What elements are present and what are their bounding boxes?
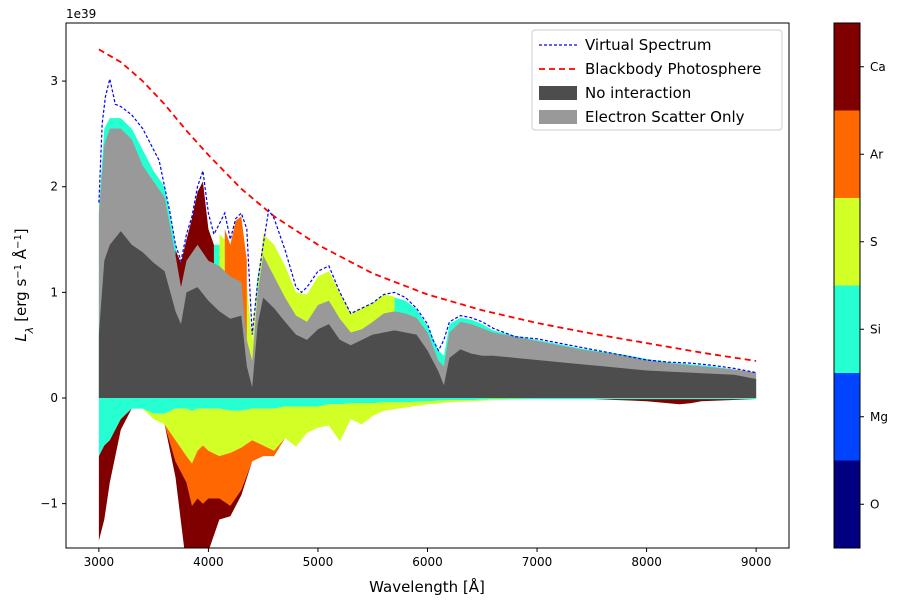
y-multiplier: 1e39 (66, 7, 96, 21)
x-tick-label-5000: 5000 (303, 555, 334, 569)
legend-swatch-2 (539, 86, 577, 100)
legend: Virtual Spectrum Blackbody Photosphere No … (531, 29, 783, 131)
y-axis-label-subscript: λ (23, 327, 36, 335)
colorbar-segment-ar (834, 110, 860, 198)
colorbar-label-s: S (870, 235, 878, 249)
blackbody-line (98, 48, 757, 362)
colorbar-frame (833, 22, 861, 549)
colorbar-label-ca: Ca (870, 60, 886, 74)
legend-label-0: Virtual Spectrum (585, 36, 711, 54)
legend-swatch-3 (539, 110, 577, 124)
spectrum-fills (98, 118, 757, 548)
legend-box (531, 29, 783, 131)
colorbar: O Mg Si S Ar Ca (833, 22, 888, 549)
colorbar-segment-o (834, 460, 860, 548)
legend-label-3: Electron Scatter Only (585, 108, 745, 126)
negative-area-s (98, 399, 757, 464)
area-no-interaction (98, 231, 757, 398)
y-tick-label-0: 0 (50, 391, 58, 405)
y-axis-label-exp1: −1 (13, 264, 24, 279)
y-axis-label-symbol: L (12, 333, 30, 341)
x-axis-label: Wavelength [Å] (369, 577, 485, 596)
colorbar-label-ar: Ar (870, 147, 883, 161)
y-axis-label: Lλ[erg s−1 Å−1] (11, 228, 36, 341)
negative-area-si (98, 398, 757, 457)
colorbar-label-mg: Mg (870, 410, 888, 424)
colorbar-segment-mg (834, 373, 860, 461)
x-tick-label-4000: 4000 (193, 555, 224, 569)
x-axis-ticks: 3000 4000 5000 6000 7000 8000 9000 (84, 548, 772, 569)
x-tick-label-8000: 8000 (631, 555, 662, 569)
y-axis-label-close: ] (12, 228, 30, 234)
y-axis-ticks: −1 0 1 2 3 (40, 74, 66, 511)
colorbar-label-si: Si (870, 322, 881, 336)
colorbar-segment-si (834, 285, 860, 373)
colorbar-segment-s (834, 198, 860, 286)
colorbar-segment-ca (834, 23, 860, 111)
y-axis-label-units: [erg s (12, 279, 30, 322)
y-tick-label--1: −1 (40, 497, 58, 511)
y-axis-label-exp2: −1 (13, 234, 24, 249)
x-tick-label-7000: 7000 (522, 555, 553, 569)
x-tick-label-3000: 3000 (84, 555, 115, 569)
y-tick-label-3: 3 (50, 74, 58, 88)
y-tick-label-2: 2 (50, 180, 58, 194)
spectrum-lines (98, 48, 757, 374)
y-tick-label-1: 1 (50, 285, 58, 299)
y-axis-label-units2: Å (11, 248, 30, 264)
legend-label-1: Blackbody Photosphere (585, 60, 761, 78)
x-tick-label-6000: 6000 (412, 555, 443, 569)
virtual-spectrum-line (98, 78, 757, 374)
colorbar-label-o: O (870, 497, 879, 511)
x-tick-label-9000: 9000 (741, 555, 772, 569)
legend-label-2: No interaction (585, 84, 691, 102)
